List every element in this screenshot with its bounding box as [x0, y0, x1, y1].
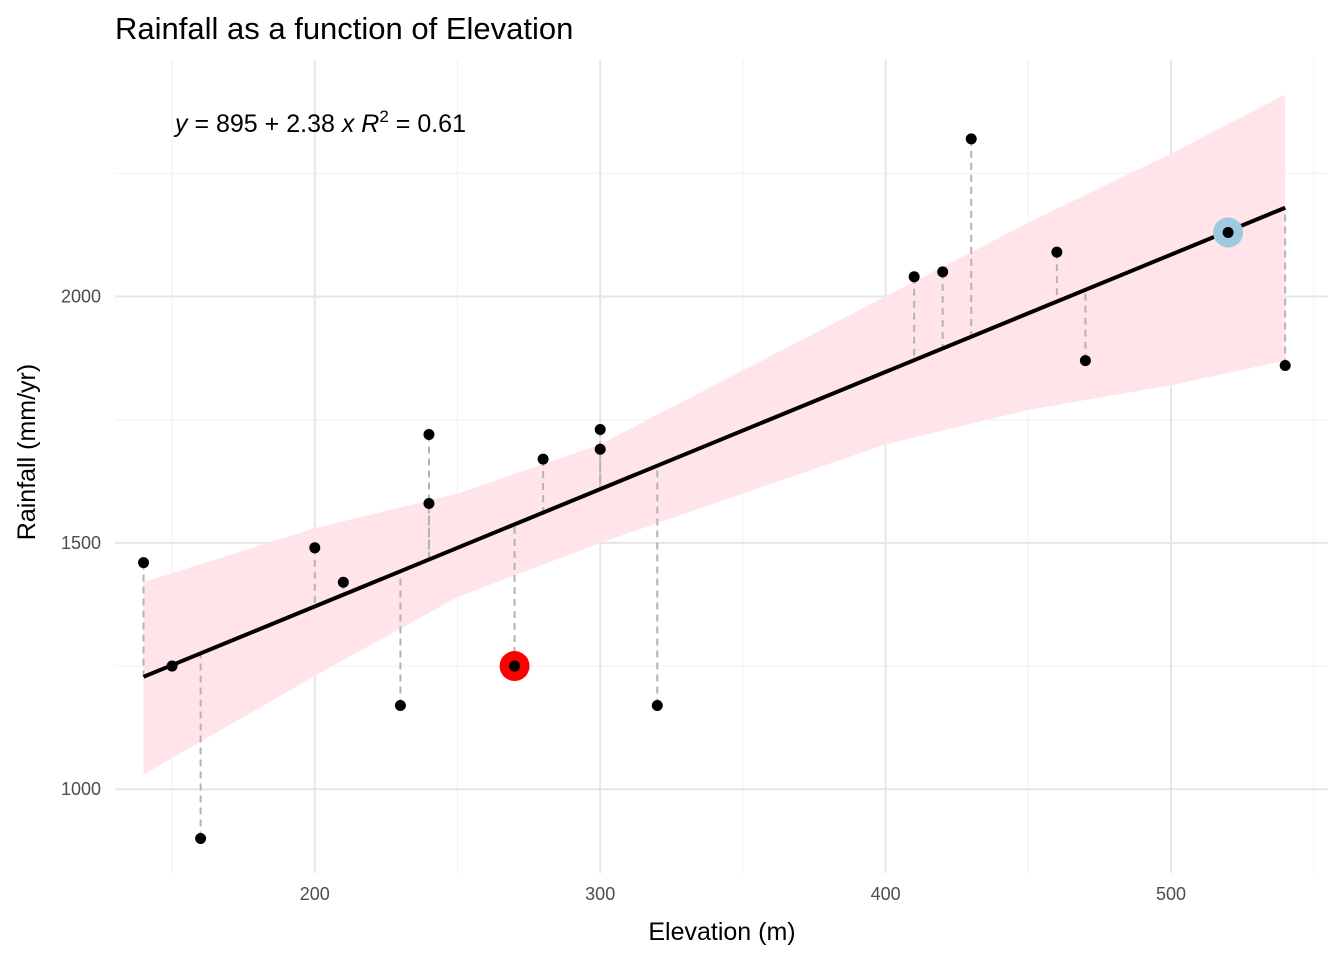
data-point: [594, 424, 606, 436]
data-point: [537, 453, 549, 465]
data-point: [166, 660, 178, 672]
y-tick-label: 1000: [61, 779, 101, 799]
data-point: [423, 428, 435, 440]
data-point: [965, 133, 977, 145]
data-point: [309, 542, 321, 554]
data-point: [394, 699, 406, 711]
y-axis-title: Rainfall (mm/yr): [13, 364, 41, 540]
data-point: [138, 557, 150, 569]
data-point: [337, 576, 349, 588]
y-axis-ticks: 1000 1500 2000: [61, 287, 101, 800]
data-point: [1051, 246, 1063, 258]
regression-equation: y = 895 + 2.38 x R2 = 0.61: [173, 107, 466, 138]
x-tick-label: 300: [585, 884, 615, 904]
x-tick-label: 200: [300, 884, 330, 904]
x-tick-label: 500: [1156, 884, 1186, 904]
data-points: [138, 133, 1291, 845]
data-point: [195, 833, 207, 845]
data-point: [509, 660, 521, 672]
chart-title: Rainfall as a function of Elevation: [115, 11, 573, 46]
data-point: [937, 266, 949, 278]
y-tick-label: 1500: [61, 533, 101, 553]
x-axis-ticks: 200 300 400 500: [300, 884, 1186, 904]
data-point: [651, 699, 663, 711]
y-tick-label: 2000: [61, 287, 101, 307]
residual-lines: [142, 138, 1287, 839]
data-point: [1079, 355, 1091, 367]
regression-line: [142, 205, 1286, 679]
data-point: [594, 443, 606, 455]
data-point: [423, 497, 435, 509]
confidence-band: [143, 94, 1286, 775]
x-axis-title: Elevation (m): [648, 918, 795, 946]
data-point: [1279, 359, 1291, 371]
data-point: [1222, 226, 1234, 238]
x-tick-label: 400: [871, 884, 901, 904]
data-point: [908, 271, 920, 283]
